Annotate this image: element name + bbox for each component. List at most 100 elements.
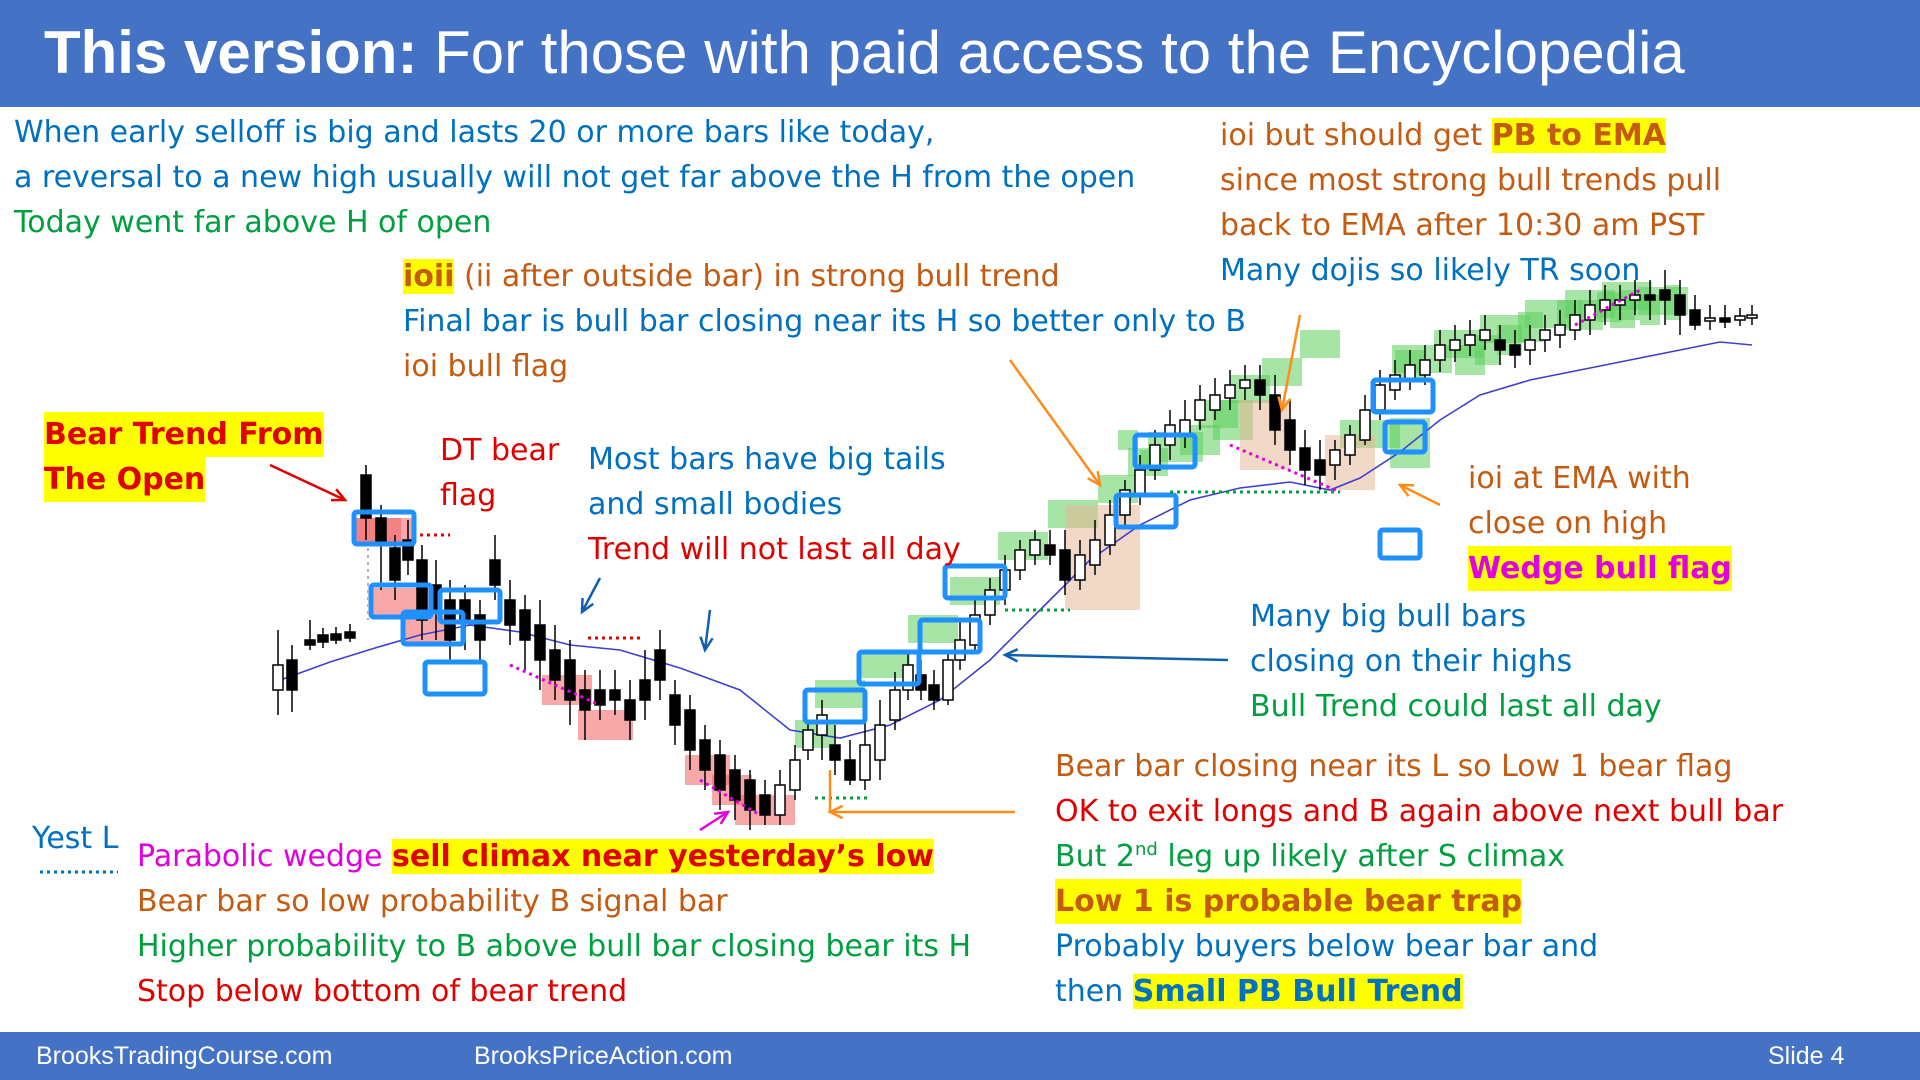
note-low1-line3-post: leg up likely after S climax [1157, 839, 1565, 874]
candle-body [609, 689, 621, 701]
candle-body [317, 634, 329, 643]
note-selloff-line2: a reversal to a new high usually will no… [14, 160, 1136, 195]
note-dt-flag-line1: DT bear [440, 433, 560, 468]
title-bar [0, 0, 1920, 107]
candle-body [272, 664, 284, 691]
candle-body [639, 679, 651, 701]
signal-bar-box [856, 649, 922, 687]
note-pb-ema-line1: ioi but should get PB to EMA [1220, 113, 1666, 158]
candle-body [1014, 549, 1026, 571]
signal-bar-box [1132, 432, 1198, 470]
candle-body [1719, 317, 1731, 323]
bull-bar-highlight [860, 650, 910, 678]
arrow-bear-trend-head [330, 488, 348, 502]
note-low1-line5: Probably buyers below bear bar and [1055, 929, 1599, 964]
candle-body [699, 739, 711, 771]
candle-body [1254, 379, 1266, 396]
arrow-ema-ioi-head [1397, 483, 1415, 497]
note-parabolic-line1: Parabolic wedge sell climax near yesterd… [137, 834, 934, 879]
wedge-trend-line [509, 663, 601, 707]
candle-body [744, 779, 756, 811]
candle-body [1746, 314, 1758, 319]
note-pb-ema-line4: Many dojis so likely TR soon [1220, 253, 1641, 288]
slide-title: This version: For those with paid access… [44, 18, 1685, 87]
footer-mid-link[interactable]: BrooksPriceAction.com [474, 1042, 733, 1070]
candle-body [1089, 539, 1101, 566]
bull-bar-highlight [815, 680, 865, 708]
bear-bar-highlight [578, 710, 633, 740]
candle-body [1434, 344, 1446, 361]
candle-body [389, 547, 401, 581]
candle-body [684, 709, 696, 751]
candle-body [330, 633, 342, 641]
candle-body [844, 759, 856, 781]
arrow-big-bull [1004, 653, 1229, 662]
signal-bar-box [1377, 527, 1423, 561]
note-selloff-line3: Today went far above H of open [14, 205, 492, 240]
note-ioii-highlight: ioii [403, 259, 455, 294]
signal-bar-box [1113, 492, 1179, 530]
arrow-tails-second-head [699, 636, 714, 653]
arrow-tails-second [703, 609, 712, 651]
candle-body [1209, 394, 1221, 411]
arrow-parabolic [699, 810, 729, 832]
candle-body [1509, 344, 1521, 356]
signal-bar-box [917, 617, 983, 655]
arrow-tails-head [580, 597, 595, 615]
note-parabolic-pre: Parabolic wedge [137, 839, 393, 874]
candle-body [1149, 444, 1161, 471]
note-dt-flag-line2: flag [440, 478, 497, 513]
candle-body [1599, 299, 1611, 311]
signal-bar-box [351, 509, 417, 547]
note-tails-line1: Most bars have big tails [588, 442, 946, 477]
candle-body [759, 794, 771, 816]
note-pb-ema-pre: ioi but should get [1220, 118, 1492, 153]
candle-body [774, 784, 786, 816]
arrow-ema-ioi [1399, 483, 1441, 507]
arrow-pb-ema-head [1277, 396, 1292, 413]
signal-bar-box [1370, 377, 1436, 415]
note-bear-trend-line2: The Open [44, 457, 206, 502]
candle-body [829, 744, 841, 761]
slide-title-bold: This version: [44, 19, 418, 86]
wedge-trend-line [699, 778, 761, 817]
candle-body [859, 744, 871, 781]
candle-body [564, 659, 576, 701]
note-pb-ema-line2: since most strong bull trends pull [1220, 163, 1722, 198]
candle-body [416, 559, 428, 621]
note-low1-line3-pre: But 2 [1055, 839, 1135, 874]
candle-body [489, 559, 501, 586]
note-parabolic-line3: Higher probability to B above bull bar c… [137, 929, 972, 964]
bull-bar-highlight [1262, 358, 1302, 386]
candle-body [789, 759, 801, 791]
candle-body [534, 624, 546, 661]
arrow-pb-ema [1280, 314, 1302, 411]
slide-title-rest: For those with paid access to the Encycl… [417, 19, 1685, 86]
candle-body [1059, 549, 1071, 581]
candle-body [1359, 409, 1371, 441]
candle-body [874, 724, 886, 761]
candle-body [714, 754, 726, 791]
signal-bar-box [1382, 419, 1428, 455]
candle-body [504, 599, 516, 626]
candle-body [902, 664, 914, 691]
note-pb-ema-highlight: PB to EMA [1491, 118, 1666, 153]
candle-body [344, 631, 356, 639]
candle-body [654, 649, 666, 681]
note-low1-line4: Low 1 is probable bear trap [1055, 879, 1523, 924]
candle-body [286, 659, 298, 691]
footer-left-link[interactable]: BrooksTradingCourse.com [36, 1042, 333, 1070]
candle-body [519, 609, 531, 641]
candle-body [1194, 399, 1206, 421]
candle-body [1224, 384, 1236, 399]
note-low1-line6: then Small PB Bull Trend [1055, 969, 1463, 1014]
signal-bar-box [802, 687, 868, 725]
arrow-parabolic-head [713, 810, 731, 825]
wedge-trend-line [1229, 443, 1341, 494]
candle-body [1119, 489, 1131, 516]
candle-body [1659, 289, 1671, 301]
candle-body [1344, 434, 1356, 456]
candle-body [1674, 294, 1686, 316]
candle-body [1284, 419, 1296, 451]
bull-bar-highlight [1300, 330, 1340, 358]
